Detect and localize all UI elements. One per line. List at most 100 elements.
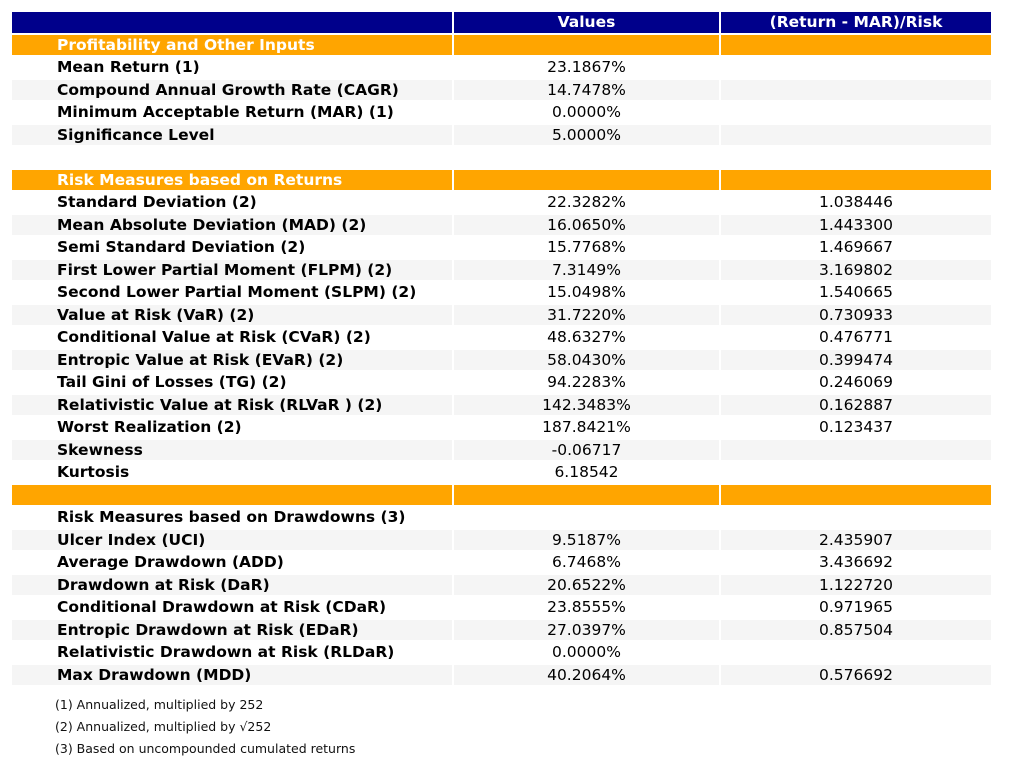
return-mar-risk-value: 3.436692: [721, 552, 991, 573]
return-mar-risk-value: [721, 484, 991, 505]
metric-value: 40.2064%: [454, 664, 719, 685]
metric-value: [454, 169, 719, 190]
table-row: Tail Gini of Losses (TG) (2) 94.2283% 0.24…: [12, 372, 991, 393]
metric-label: Tail Gini of Losses (TG) (2): [12, 372, 452, 393]
metric-label: [12, 147, 452, 168]
header-return-mar-risk-cell: (Return - MAR)/Risk: [721, 12, 991, 33]
table-row: First Lower Partial Moment (FLPM) (2) 7.3…: [12, 259, 991, 280]
metric-value: 27.0397%: [454, 619, 719, 640]
table-body: Profitability and Other Inputs Mean Retur…: [12, 34, 991, 685]
table-row: Relativistic Value at Risk (RLVaR ) (2) 1…: [12, 394, 991, 415]
metric-value: 15.0498%: [454, 282, 719, 303]
header-values-cell: Values: [454, 12, 719, 33]
return-mar-risk-value: 0.246069: [721, 372, 991, 393]
return-mar-risk-value: 0.730933: [721, 304, 991, 325]
return-mar-risk-value: [721, 102, 991, 123]
table-row: Value at Risk (VaR) (2) 31.7220% 0.730933: [12, 304, 991, 325]
risk-metrics-table: Values (Return - MAR)/Risk Profitability…: [10, 10, 993, 687]
table-row: Max Drawdown (MDD) 40.2064% 0.576692: [12, 664, 991, 685]
return-mar-risk-value: [721, 34, 991, 55]
metric-value: 6.7468%: [454, 552, 719, 573]
metric-value: 94.2283%: [454, 372, 719, 393]
metric-value: 23.1867%: [454, 57, 719, 78]
section-blank-row: [12, 484, 991, 505]
metric-value: 16.0650%: [454, 214, 719, 235]
table-row: Standard Deviation (2) 22.3282% 1.038446: [12, 192, 991, 213]
table-row: Significance Level 5.0000%: [12, 124, 991, 145]
return-mar-risk-value: 0.576692: [721, 664, 991, 685]
metric-label: Value at Risk (VaR) (2): [12, 304, 452, 325]
metric-value: [454, 34, 719, 55]
return-mar-risk-value: 0.162887: [721, 394, 991, 415]
table-row: Worst Realization (2) 187.8421% 0.123437: [12, 417, 991, 438]
return-mar-risk-value: [721, 79, 991, 100]
metric-value: 5.0000%: [454, 124, 719, 145]
section-row: Profitability and Other Inputs: [12, 34, 991, 55]
metric-label: Entropic Value at Risk (EVaR) (2): [12, 349, 452, 370]
metric-value: 58.0430%: [454, 349, 719, 370]
return-mar-risk-value: [721, 124, 991, 145]
metric-label: Risk Measures based on Returns: [12, 169, 452, 190]
section-row: Risk Measures based on Returns: [12, 169, 991, 190]
metric-label: Relativistic Drawdown at Risk (RLDaR): [12, 642, 452, 663]
metric-label: Ulcer Index (UCI): [12, 529, 452, 550]
metric-value: 0.0000%: [454, 642, 719, 663]
table-row: Entropic Drawdown at Risk (EDaR) 27.0397%…: [12, 619, 991, 640]
return-mar-risk-value: 1.038446: [721, 192, 991, 213]
footnote-2: (2) Annualized, multiplied by √252: [55, 719, 272, 734]
metric-value: 7.3149%: [454, 259, 719, 280]
metric-value: 48.6327%: [454, 327, 719, 348]
table-header-row: Values (Return - MAR)/Risk: [12, 12, 991, 33]
metric-value: 142.3483%: [454, 394, 719, 415]
table-row: Entropic Value at Risk (EVaR) (2) 58.0430…: [12, 349, 991, 370]
metric-label: Drawdown at Risk (DaR): [12, 574, 452, 595]
metric-value: 0.0000%: [454, 102, 719, 123]
return-mar-risk-value: [721, 439, 991, 460]
return-mar-risk-value: 2.435907: [721, 529, 991, 550]
metric-label: Skewness: [12, 439, 452, 460]
metric-label: [12, 484, 452, 505]
return-mar-risk-value: [721, 147, 991, 168]
metric-label: Relativistic Value at Risk (RLVaR ) (2): [12, 394, 452, 415]
return-mar-risk-value: [721, 462, 991, 483]
metric-label: Significance Level: [12, 124, 452, 145]
return-mar-risk-value: [721, 507, 991, 528]
return-mar-risk-value: 0.857504: [721, 619, 991, 640]
table-row: Conditional Value at Risk (CVaR) (2) 48.6…: [12, 327, 991, 348]
return-mar-risk-value: [721, 169, 991, 190]
metric-value: 15.7768%: [454, 237, 719, 258]
metric-label: Conditional Value at Risk (CVaR) (2): [12, 327, 452, 348]
metric-label: Mean Absolute Deviation (MAD) (2): [12, 214, 452, 235]
return-mar-risk-value: 0.123437: [721, 417, 991, 438]
metric-value: 6.18542: [454, 462, 719, 483]
blank-row: [12, 147, 991, 168]
return-mar-risk-value: [721, 642, 991, 663]
metric-value: [454, 484, 719, 505]
metric-value: 20.6522%: [454, 574, 719, 595]
metric-value: 23.8555%: [454, 597, 719, 618]
table-row: Skewness -0.06717: [12, 439, 991, 460]
metric-value: 187.8421%: [454, 417, 719, 438]
metric-label: Profitability and Other Inputs: [12, 34, 452, 55]
return-mar-risk-value: 3.169802: [721, 259, 991, 280]
table-row: Drawdown at Risk (DaR) 20.6522% 1.122720: [12, 574, 991, 595]
metric-value: -0.06717: [454, 439, 719, 460]
table-row: Conditional Drawdown at Risk (CDaR) 23.85…: [12, 597, 991, 618]
return-mar-risk-value: 0.476771: [721, 327, 991, 348]
metric-label: Max Drawdown (MDD): [12, 664, 452, 685]
table-row: Ulcer Index (UCI) 9.5187% 2.435907: [12, 529, 991, 550]
footnotes: (1) Annualized, multiplied by 252 (2) An…: [55, 694, 1012, 760]
return-mar-risk-value: 1.122720: [721, 574, 991, 595]
table-row: Mean Return (1) 23.1867%: [12, 57, 991, 78]
return-mar-risk-value: [721, 57, 991, 78]
metric-label: Kurtosis: [12, 462, 452, 483]
metric-label: Second Lower Partial Moment (SLPM) (2): [12, 282, 452, 303]
metric-label: Conditional Drawdown at Risk (CDaR): [12, 597, 452, 618]
metric-label: Compound Annual Growth Rate (CAGR): [12, 79, 452, 100]
header-metric-cell: [12, 12, 452, 33]
table-row: Second Lower Partial Moment (SLPM) (2) 15…: [12, 282, 991, 303]
metric-label: Risk Measures based on Drawdowns (3): [12, 507, 452, 528]
metric-value: [454, 147, 719, 168]
metric-label: Entropic Drawdown at Risk (EDaR): [12, 619, 452, 640]
